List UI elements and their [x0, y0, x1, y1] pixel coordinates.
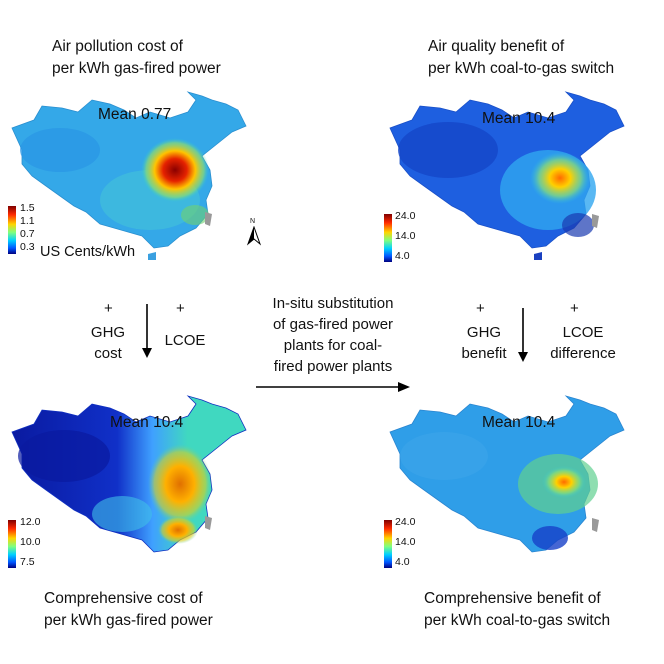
- panel-br-title: Comprehensive benefit of per kWh coal-to…: [424, 588, 610, 632]
- center-text-line2: of gas-fired power: [272, 316, 394, 333]
- colorbar-tr: [384, 214, 392, 262]
- colorbar-br-tick: 24.0: [395, 516, 416, 528]
- colorbar-br: [384, 520, 392, 568]
- left-label-ghg: GHG: [90, 324, 126, 341]
- right-plus-2: +: [570, 300, 579, 317]
- panel-tl-title-line2: per kWh gas-fired power: [52, 60, 221, 77]
- colorbar-br-ticks: 24.0 14.0 4.0: [395, 517, 415, 568]
- map-air-quality-benefit: [389, 91, 625, 260]
- north-label: N: [250, 218, 256, 225]
- left-plus-1: +: [104, 300, 113, 317]
- panel-tl-title: Air pollution cost of per kWh gas-fired …: [52, 36, 221, 80]
- colorbar-tr-tick: 4.0: [395, 250, 410, 262]
- colorbar-tl-tick: 0.3: [20, 241, 35, 253]
- panel-br-mean: Mean 10.4: [482, 414, 556, 431]
- center-text-line1: In-situ substitution: [272, 295, 394, 312]
- center-text-line4: fired power plants: [273, 358, 393, 375]
- left-label-cost: cost: [94, 345, 122, 362]
- taiwan-shape-tl: [205, 212, 212, 226]
- panel-tr-title-line1: Air quality benefit of: [428, 38, 565, 55]
- left-label-lcoe: LCOE: [164, 332, 206, 349]
- right-label-lcoe: LCOE: [562, 324, 604, 341]
- panel-tl-title-line1: Air pollution cost of: [52, 38, 183, 55]
- right-arrow-icon: [256, 382, 410, 392]
- right-label-difference: difference: [550, 345, 616, 362]
- taiwan-shape-tr: [592, 214, 599, 228]
- colorbar-tr-tick: 14.0: [395, 230, 416, 242]
- taiwan-shape-bl: [205, 516, 212, 530]
- panel-bl-title-line1: Comprehensive cost of: [44, 590, 203, 607]
- center-substitution-text: In-situ substitution of gas-fired power …: [258, 293, 408, 377]
- colorbar-tl: [8, 206, 16, 254]
- right-label-lcoe-difference: LCOE difference: [546, 322, 620, 364]
- down-arrow-right-icon: [518, 308, 528, 362]
- panel-tl-mean: Mean 0.77: [98, 106, 172, 123]
- colorbar-tl-tick: 1.5: [20, 202, 35, 214]
- left-plus-2: +: [176, 300, 185, 317]
- colorbar-tl-tick: 0.7: [20, 228, 35, 240]
- panel-tr-mean: Mean 10.4: [482, 110, 556, 127]
- colorbar-tl-tick: 1.1: [20, 215, 35, 227]
- panel-bl-title-line2: per kWh gas-fired power: [44, 612, 213, 629]
- panel-br-title-line1: Comprehensive benefit of: [424, 590, 601, 607]
- colorbar-bl: [8, 520, 16, 568]
- north-arrow-icon: [246, 226, 262, 246]
- map-air-pollution-cost: [11, 91, 247, 260]
- panel-tr-title-line2: per kWh coal-to-gas switch: [428, 60, 615, 77]
- unit-label: US Cents/kWh: [40, 244, 136, 260]
- right-label-ghg-benefit: GHG benefit: [456, 322, 512, 364]
- panel-bl-title: Comprehensive cost of per kWh gas-fired …: [44, 588, 213, 632]
- colorbar-tl-ticks: 1.5 1.1 0.7 0.3: [20, 203, 35, 253]
- panel-br-title-line2: per kWh coal-to-gas switch: [424, 612, 611, 629]
- colorbar-bl-tick: 10.0: [20, 536, 41, 548]
- colorbar-tr-ticks: 24.0 14.0 4.0: [395, 211, 415, 262]
- panel-tr-title: Air quality benefit of per kWh coal-to-g…: [428, 36, 614, 80]
- center-text-line3: plants for coal-: [283, 337, 383, 354]
- left-label-ghg-cost: GHG cost: [88, 322, 128, 364]
- right-label-benefit: benefit: [461, 345, 507, 362]
- colorbar-br-tick: 14.0: [395, 536, 416, 548]
- colorbar-br-tick: 4.0: [395, 556, 410, 568]
- colorbar-tr-tick: 24.0: [395, 210, 416, 222]
- right-plus-1: +: [476, 300, 485, 317]
- map-comprehensive-cost: [11, 395, 247, 553]
- map-comprehensive-benefit: [389, 395, 625, 553]
- right-label-ghg: GHG: [466, 324, 502, 341]
- down-arrow-left-icon: [142, 304, 152, 358]
- colorbar-bl-ticks: 12.0 10.0 7.5: [20, 517, 40, 568]
- panel-bl-mean: Mean 10.4: [110, 414, 184, 431]
- taiwan-shape-br: [592, 518, 599, 532]
- colorbar-bl-tick: 7.5: [20, 556, 35, 568]
- colorbar-bl-tick: 12.0: [20, 516, 41, 528]
